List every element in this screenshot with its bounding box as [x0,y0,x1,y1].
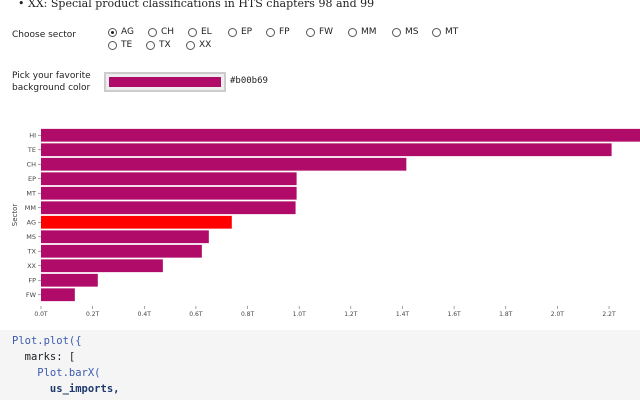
radio-button[interactable] [392,27,401,37]
radio-label: CH [161,27,175,37]
radio-option[interactable]: TX [146,40,171,50]
radio-option[interactable]: TE [108,40,132,50]
x-tick-label: 0.8T [241,311,255,318]
bar [41,157,407,171]
x-tick-label: 0.4T [138,311,152,318]
y-tick-label: MT [26,189,36,197]
color-swatch[interactable] [104,72,226,92]
x-tick-label: 2.0T [551,311,565,318]
y-tick-label: FW [26,291,37,299]
sector-label: Choose sector [12,30,76,40]
bar [41,143,612,157]
radio-label: FW [319,27,334,37]
radio-button[interactable] [228,27,237,37]
radio-label: EL [201,27,212,37]
bar [41,288,75,302]
code-line: marks: [ [12,351,76,363]
color-value: #b00b69 [230,76,268,86]
x-tick-label: 0.2T [86,311,100,318]
y-tick-label: MM [25,204,36,212]
radio-button[interactable] [108,27,117,37]
bar [41,201,296,215]
y-tick-label: TE [27,146,36,154]
x-tick-label: 1.4T [396,311,410,318]
radio-option[interactable]: MT [432,27,458,37]
radio-option[interactable]: AG [108,27,134,37]
radio-button[interactable] [432,27,441,37]
radio-option[interactable]: FP [266,27,290,37]
y-tick-label: HI [29,131,36,139]
bar [41,230,209,244]
swatch-fill [109,77,221,87]
radio-option[interactable]: CH [148,27,174,37]
radio-label: MM [361,27,377,37]
x-tick-label: 0.0T [34,311,48,318]
code-line: Plot.barX( [12,367,101,379]
radio-label: XX [199,40,212,50]
radio-button[interactable] [148,27,157,37]
y-axis-label: Sector [11,204,19,227]
radio-button[interactable] [186,40,195,50]
bar [41,172,297,186]
y-tick-label: FP [28,276,36,284]
x-tick-label: 1.0T [293,311,307,318]
radio-option[interactable]: MM [348,27,377,37]
radio-option[interactable]: FW [306,27,333,37]
radio-label: FP [279,27,290,37]
code-line: Plot.plot({ [12,335,82,347]
radio-label: MT [445,27,459,37]
y-tick-label: AG [27,218,36,226]
y-tick-label: TX [27,247,37,255]
radio-option[interactable]: XX [186,40,211,50]
x-tick-label: 1.6T [447,311,461,318]
y-tick-label: EP [28,175,36,183]
bar [41,273,98,287]
radio-button[interactable] [108,40,117,50]
x-tick-label: 1.8T [499,311,513,318]
bar [41,244,202,258]
bullet-label: XX: Special product classifications in H… [28,0,375,10]
bar [41,215,232,229]
radio-button[interactable] [348,27,357,37]
radio-option[interactable]: EL [188,27,212,37]
radio-label: TE [121,40,133,50]
radio-label: AG [121,27,134,37]
color-label-2: background color [12,83,91,93]
x-tick-label: 0.6T [189,311,203,318]
radio-option[interactable]: MS [392,27,418,37]
radio-label: TX [159,40,171,50]
radio-button[interactable] [266,27,275,37]
bar [41,186,297,200]
radio-option[interactable]: EP [228,27,252,37]
radio-button[interactable] [188,27,197,37]
x-tick-label: 2.2T [602,311,616,318]
color-label-1: Pick your favorite [12,71,91,81]
chart: HI TE CH EP MT MM AG MS TX XX FP FW 0.0T 0.2T 0.4T 0.6T… [11,128,640,318]
y-tick-label: CH [27,160,37,168]
y-tick-label: MS [26,233,36,241]
bar [41,259,163,273]
y-tick-label: XX [27,262,36,270]
radio-label: EP [241,27,253,37]
radio-label: MS [405,27,419,37]
code-line: us_imports, [12,383,120,395]
code-block: Plot.plot({ marks: [ Plot.barX( us_impor… [0,330,640,400]
x-tick-label: 1.2T [344,311,358,318]
radio-button[interactable] [306,27,315,37]
bar [41,128,640,142]
bullet-text: • XX: Special product classifications in… [18,0,374,10]
radio-button[interactable] [146,40,155,50]
